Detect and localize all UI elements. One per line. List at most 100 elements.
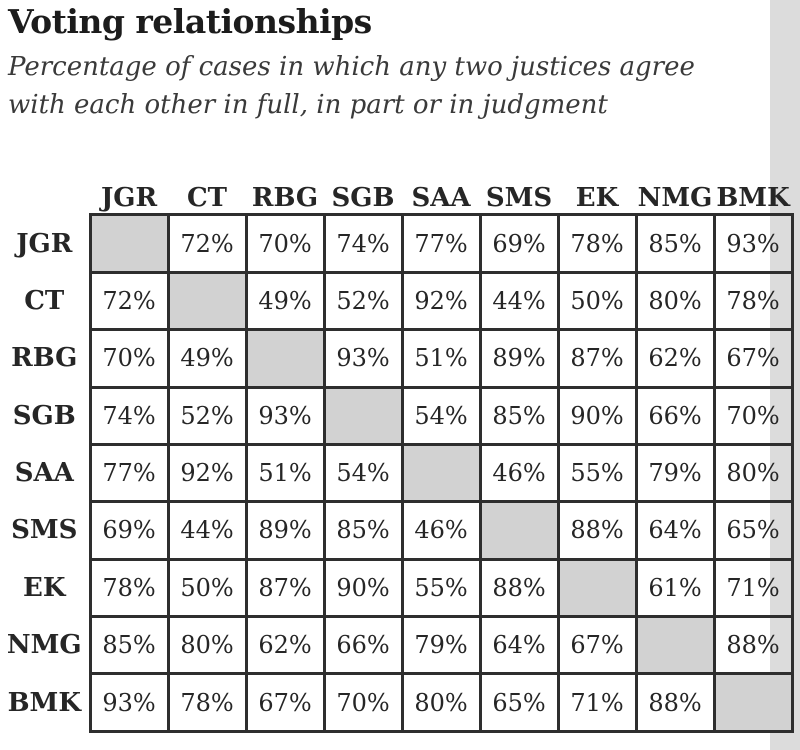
cell-saa-ct: 92% (166, 442, 248, 504)
cell-bmk-nmg: 88% (634, 672, 716, 733)
cell-sms-saa: 46% (400, 500, 482, 561)
cell-ek-bmk: 71% (712, 557, 794, 619)
cell-ct-rbg: 49% (244, 270, 326, 332)
cell-rbg-nmg: 62% (634, 328, 716, 389)
cell-jgr-ek: 78% (556, 213, 638, 274)
row-header-nmg: NMG (6, 630, 82, 661)
matrix-row-jgr: JGR 72% 70% 74% 77% 69% 78% 85% 93% (0, 213, 794, 274)
column-header-nmg: NMG (637, 183, 713, 214)
row-header-rbg: RBG (11, 343, 78, 374)
cell-ek-rbg: 87% (244, 557, 326, 619)
cell-nmg-sgb: 66% (322, 615, 404, 676)
cell-ct-sms: 44% (478, 270, 560, 332)
cell-nmg-bmk: 88% (712, 615, 794, 676)
cell-saa-rbg: 51% (244, 442, 326, 504)
diagonal-cell-rbg (244, 328, 326, 389)
row-header-sgb: SGB (12, 400, 76, 431)
matrix-row-rbg: RBG 70% 49% 93% 51% 89% 87% 62% 67% (0, 328, 794, 389)
cell-bmk-rbg: 67% (244, 672, 326, 733)
cell-saa-nmg: 79% (634, 442, 716, 504)
cell-ek-sgb: 90% (322, 557, 404, 619)
cell-bmk-jgr: 93% (88, 672, 170, 733)
cell-sgb-sms: 85% (478, 385, 560, 446)
cell-ek-nmg: 61% (634, 557, 716, 619)
column-header-jgr: JGR (100, 183, 158, 214)
cell-ek-saa: 55% (400, 557, 482, 619)
matrix-row-ek: EK 78% 50% 87% 90% 55% 88% 61% 71% (0, 557, 794, 619)
diagonal-cell-sgb (322, 385, 404, 446)
voting-agreement-matrix: JGR CT RBG SGB SAA SMS EK NMG BMK JGR 72% 70% 74% 77%… (0, 165, 794, 733)
cell-rbg-ct: 49% (166, 328, 248, 389)
cell-jgr-bmk: 93% (712, 213, 794, 274)
cell-ct-nmg: 80% (634, 270, 716, 332)
cell-rbg-jgr: 70% (88, 328, 170, 389)
column-header-sgb: SGB (331, 183, 395, 214)
cell-sms-jgr: 69% (88, 500, 170, 561)
cell-saa-ek: 55% (556, 442, 638, 504)
matrix-row-sgb: SGB 74% 52% 93% 54% 85% 90% 66% 70% (0, 385, 794, 446)
cell-sms-rbg: 89% (244, 500, 326, 561)
column-header-row: JGR CT RBG SGB SAA SMS EK NMG BMK (0, 165, 792, 215)
cell-bmk-sgb: 70% (322, 672, 404, 733)
column-header-sms: SMS (485, 183, 553, 214)
diagonal-cell-ct (166, 270, 248, 332)
page-subtitle: Percentage of cases in which any two jus… (8, 48, 695, 124)
cell-ct-saa: 92% (400, 270, 482, 332)
cell-jgr-sms: 69% (478, 213, 560, 274)
column-header-ct: CT (186, 183, 228, 214)
matrix-row-saa: SAA 77% 92% 51% 54% 46% 55% 79% 80% (0, 442, 794, 504)
cell-sms-ek: 88% (556, 500, 638, 561)
cell-rbg-bmk: 67% (712, 328, 794, 389)
cell-sgb-saa: 54% (400, 385, 482, 446)
cell-saa-sms: 46% (478, 442, 560, 504)
subtitle-line-2: with each other in full, in part or in j… (8, 90, 608, 120)
matrix-row-bmk: BMK 93% 78% 67% 70% 80% 65% 71% 88% (0, 672, 794, 733)
matrix-row-ct: CT 72% 49% 52% 92% 44% 50% 80% 78% (0, 270, 794, 332)
cell-jgr-nmg: 85% (634, 213, 716, 274)
diagonal-cell-jgr (88, 213, 170, 274)
cell-rbg-saa: 51% (400, 328, 482, 389)
cell-sgb-rbg: 93% (244, 385, 326, 446)
cell-sms-bmk: 65% (712, 500, 794, 561)
row-header-saa: SAA (14, 458, 74, 489)
column-header-ek: EK (575, 183, 619, 214)
cell-saa-sgb: 54% (322, 442, 404, 504)
cell-bmk-ek: 71% (556, 672, 638, 733)
row-header-jgr: JGR (16, 228, 73, 259)
cell-nmg-saa: 79% (400, 615, 482, 676)
diagonal-cell-nmg (634, 615, 716, 676)
page-title: Voting relationships (8, 2, 372, 41)
cell-bmk-ct: 78% (166, 672, 248, 733)
cell-sgb-bmk: 70% (712, 385, 794, 446)
cell-ct-ek: 50% (556, 270, 638, 332)
column-header-saa: SAA (411, 183, 471, 214)
row-header-sms: SMS (11, 515, 78, 546)
matrix-row-nmg: NMG 85% 80% 62% 66% 79% 64% 67% 88% (0, 615, 794, 676)
row-header-bmk: BMK (7, 687, 81, 718)
cell-ek-ct: 50% (166, 557, 248, 619)
diagonal-cell-saa (400, 442, 482, 504)
cell-nmg-ct: 80% (166, 615, 248, 676)
cell-nmg-ek: 67% (556, 615, 638, 676)
cell-sms-sgb: 85% (322, 500, 404, 561)
diagonal-cell-ek (556, 557, 638, 619)
row-header-ek: EK (23, 572, 66, 603)
cell-sms-nmg: 64% (634, 500, 716, 561)
cell-sms-ct: 44% (166, 500, 248, 561)
cell-nmg-jgr: 85% (88, 615, 170, 676)
cell-rbg-ek: 87% (556, 328, 638, 389)
row-header-ct: CT (24, 285, 65, 316)
cell-ct-jgr: 72% (88, 270, 170, 332)
cell-sgb-jgr: 74% (88, 385, 170, 446)
cell-rbg-sms: 89% (478, 328, 560, 389)
cell-saa-bmk: 80% (712, 442, 794, 504)
column-header-bmk: BMK (716, 183, 790, 214)
cell-jgr-sgb: 74% (322, 213, 404, 274)
subtitle-line-1: Percentage of cases in which any two jus… (8, 52, 695, 82)
cell-nmg-sms: 64% (478, 615, 560, 676)
cell-sgb-ek: 90% (556, 385, 638, 446)
cell-ct-sgb: 52% (322, 270, 404, 332)
cell-sgb-ct: 52% (166, 385, 248, 446)
cell-jgr-saa: 77% (400, 213, 482, 274)
cell-jgr-rbg: 70% (244, 213, 326, 274)
